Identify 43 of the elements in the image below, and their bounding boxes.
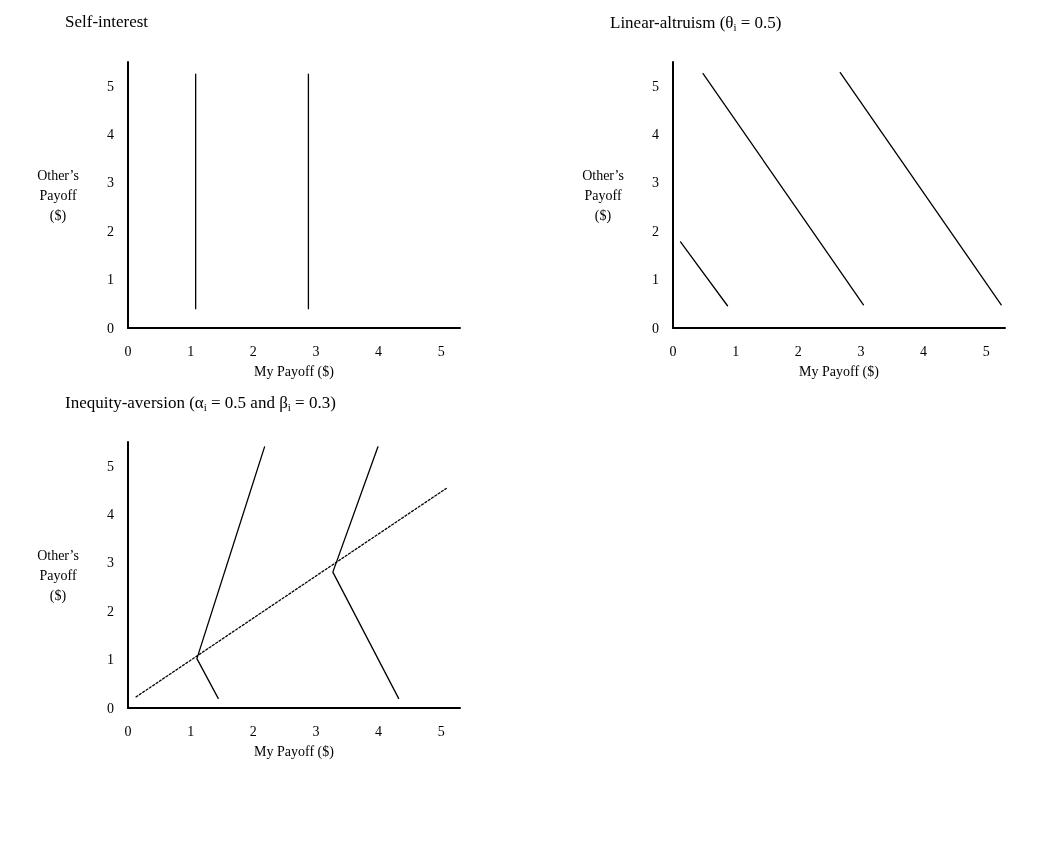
y-tick-label: 3 bbox=[652, 175, 659, 191]
x-tick-label: 0 bbox=[124, 343, 132, 359]
y-axis-title: Other’s Payoff ($) bbox=[37, 167, 79, 224]
x-tick-label: 5 bbox=[437, 343, 445, 359]
x-axis-title: My Payoff ($) bbox=[254, 743, 335, 760]
x-tick-label: 3 bbox=[312, 343, 320, 359]
x-tick-label: 2 bbox=[249, 723, 257, 739]
x-axis-title: My Payoff ($) bbox=[254, 363, 335, 380]
x-tick-label: 2 bbox=[794, 343, 802, 359]
x-tick-label: 0 bbox=[124, 723, 132, 739]
x-tick-label: 0 bbox=[669, 343, 677, 359]
y-axis-title: Other’s Payoff ($) bbox=[582, 167, 624, 224]
x-axis-title: My Payoff ($) bbox=[799, 363, 880, 380]
x-tick-label: 5 bbox=[982, 343, 990, 359]
y-tick-label: 1 bbox=[107, 272, 114, 288]
x-tick-label: 5 bbox=[437, 723, 445, 739]
y-tick-label: 2 bbox=[107, 603, 114, 619]
x-tick-label: 4 bbox=[375, 343, 383, 359]
y-tick-label: 4 bbox=[107, 127, 114, 143]
y-tick-label: 3 bbox=[107, 175, 114, 191]
y-axis-title: Other’s Payoff ($) bbox=[37, 547, 79, 604]
y-tick-label: 1 bbox=[652, 272, 659, 288]
y-tick-label: 4 bbox=[107, 507, 114, 523]
chart-title: Self-interest bbox=[65, 12, 149, 31]
x-tick-label: 1 bbox=[187, 343, 195, 359]
x-tick-label: 3 bbox=[857, 343, 865, 359]
y-tick-label: 3 bbox=[107, 555, 114, 571]
y-tick-label: 4 bbox=[652, 127, 659, 143]
x-tick-label: 4 bbox=[920, 343, 928, 359]
y-tick-label: 0 bbox=[652, 320, 659, 336]
x-tick-label: 4 bbox=[375, 723, 383, 739]
y-tick-label: 5 bbox=[107, 78, 114, 94]
y-tick-label: 0 bbox=[107, 320, 114, 336]
y-tick-label: 2 bbox=[652, 223, 659, 239]
y-tick-label: 0 bbox=[107, 700, 114, 716]
x-tick-label: 1 bbox=[732, 343, 740, 359]
x-tick-label: 2 bbox=[249, 343, 257, 359]
y-tick-label: 2 bbox=[107, 223, 114, 239]
y-tick-label: 5 bbox=[107, 458, 114, 474]
x-tick-label: 3 bbox=[312, 723, 320, 739]
x-tick-label: 1 bbox=[187, 723, 195, 739]
y-tick-label: 1 bbox=[107, 652, 114, 668]
y-tick-label: 5 bbox=[652, 78, 659, 94]
